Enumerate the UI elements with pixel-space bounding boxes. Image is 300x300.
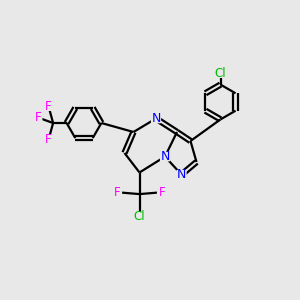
- FancyBboxPatch shape: [112, 188, 122, 197]
- Text: F: F: [114, 186, 121, 199]
- FancyBboxPatch shape: [44, 102, 53, 111]
- FancyBboxPatch shape: [151, 114, 161, 123]
- Text: F: F: [45, 100, 52, 113]
- Text: Cl: Cl: [134, 210, 145, 224]
- Text: F: F: [158, 186, 165, 199]
- FancyBboxPatch shape: [160, 152, 170, 161]
- Text: Cl: Cl: [215, 67, 226, 80]
- FancyBboxPatch shape: [214, 68, 227, 78]
- FancyBboxPatch shape: [44, 135, 53, 144]
- FancyBboxPatch shape: [157, 188, 166, 197]
- Text: N: N: [151, 112, 161, 125]
- Text: F: F: [45, 133, 52, 146]
- FancyBboxPatch shape: [34, 113, 43, 122]
- FancyBboxPatch shape: [176, 170, 187, 179]
- Text: N: N: [177, 168, 186, 181]
- Text: F: F: [35, 111, 41, 124]
- FancyBboxPatch shape: [133, 212, 146, 222]
- Text: N: N: [160, 150, 170, 163]
